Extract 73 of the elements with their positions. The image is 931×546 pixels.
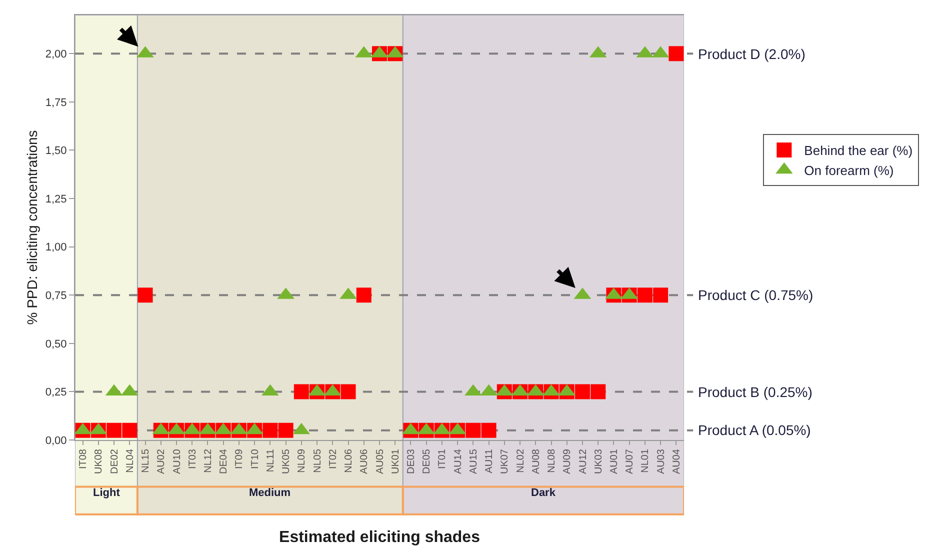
x-tick-label: IT01 bbox=[437, 448, 448, 470]
ref-line-label: Product A (0.05%) bbox=[698, 422, 811, 438]
y-tick-label: 2,00 bbox=[45, 48, 67, 60]
x-tick-label: AU05 bbox=[374, 448, 386, 474]
x-tick-label: IT02 bbox=[328, 448, 339, 470]
x-tick-label: DE02 bbox=[109, 448, 120, 474]
point bbox=[481, 422, 496, 438]
x-tick-label: UK03 bbox=[593, 448, 604, 474]
x-tick-label: NL06 bbox=[344, 448, 355, 473]
x-tick-label: NL01 bbox=[640, 448, 652, 473]
y-tick-label: 0,25 bbox=[45, 386, 67, 399]
x-tick-label: AU12 bbox=[578, 448, 589, 474]
y-axis-title: % PPD: eliciting concentrations bbox=[24, 130, 40, 325]
point bbox=[466, 422, 481, 438]
point bbox=[575, 384, 590, 400]
y-tick-label: 1,25 bbox=[45, 193, 67, 206]
x-tick-label: AU14 bbox=[452, 448, 464, 474]
x-tick-label: UK07 bbox=[500, 448, 511, 474]
x-tick-label: AU10 bbox=[172, 448, 183, 474]
x-tick-label: AU01 bbox=[608, 448, 620, 474]
point bbox=[294, 384, 309, 400]
x-tick-label: UK01 bbox=[390, 448, 402, 474]
point bbox=[122, 422, 138, 438]
ref-line-label: Product D (2.0%) bbox=[698, 46, 806, 62]
x-tick-label: AU11 bbox=[484, 448, 496, 474]
band-label: Light bbox=[93, 487, 120, 499]
y-tick-label: 1,00 bbox=[45, 242, 67, 254]
x-tick-label: NL15 bbox=[140, 448, 152, 473]
point bbox=[356, 288, 372, 303]
x-tick-label: AU08 bbox=[530, 448, 542, 474]
x-tick-label: IT10 bbox=[250, 448, 261, 470]
point bbox=[138, 288, 153, 303]
x-tick-label: AU03 bbox=[656, 448, 667, 474]
y-tick-label: 0,00 bbox=[45, 434, 67, 447]
point bbox=[262, 422, 278, 438]
point bbox=[278, 422, 294, 438]
x-tick-label: AU07 bbox=[624, 448, 636, 474]
x-tick-label: DE05 bbox=[422, 448, 433, 474]
x-tick-label: DE04 bbox=[218, 448, 230, 474]
x-tick-label: IT09 bbox=[234, 448, 246, 470]
x-axis-title: Estimated eliciting shades bbox=[279, 529, 480, 546]
x-tick-label: NL05 bbox=[312, 448, 324, 473]
band-label: Dark bbox=[531, 487, 556, 499]
point bbox=[653, 288, 668, 303]
x-tick-label: DE03 bbox=[406, 448, 417, 474]
point bbox=[106, 422, 122, 438]
y-tick-label: 0,50 bbox=[45, 338, 67, 350]
point bbox=[590, 384, 606, 400]
x-tick-label: AU09 bbox=[562, 448, 574, 474]
x-tick-label: IT08 bbox=[78, 448, 90, 470]
point bbox=[637, 288, 652, 303]
legend-label: On forearm (%) bbox=[804, 162, 894, 178]
x-tick-label: UK08 bbox=[94, 448, 105, 474]
x-tick-label: UK05 bbox=[281, 448, 292, 474]
x-tick-label: IT03 bbox=[187, 448, 198, 470]
x-tick-label: AU06 bbox=[359, 448, 370, 474]
x-tick-label: NL11 bbox=[265, 448, 276, 472]
x-tick-label: AU04 bbox=[671, 448, 682, 474]
band-label: Medium bbox=[249, 487, 291, 499]
x-tick-label: NL02 bbox=[515, 448, 526, 473]
y-tick-label: 0,75 bbox=[45, 290, 67, 302]
ref-line-label: Product B (0.25%) bbox=[698, 384, 812, 400]
ref-line-label: Product C (0.75%) bbox=[698, 287, 814, 303]
legend-label: Behind the ear (%) bbox=[804, 143, 913, 158]
x-tick-label: NL08 bbox=[546, 448, 558, 473]
y-tick-label: 1,75 bbox=[45, 96, 67, 109]
x-tick-label: AU02 bbox=[156, 448, 168, 474]
x-tick-label: NL12 bbox=[202, 448, 214, 473]
x-tick-label: NL09 bbox=[296, 448, 308, 473]
x-tick-label: NL04 bbox=[124, 448, 136, 473]
y-tick-label: 1,50 bbox=[45, 145, 67, 158]
point bbox=[340, 384, 356, 400]
x-tick-label: AU15 bbox=[468, 448, 480, 474]
